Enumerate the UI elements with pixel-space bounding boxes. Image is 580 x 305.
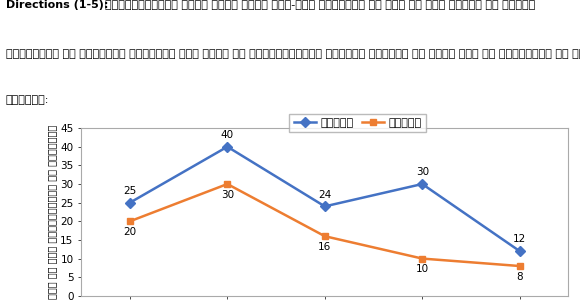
Text: Directions (1-5):: Directions (1-5): [6,0,108,10]
Text: 8: 8 [516,272,523,282]
पुरुष [126,201,133,204]
Text: 10: 10 [416,264,429,274]
महिला [126,220,133,223]
Text: 30: 30 [221,190,234,199]
Line: पुरुष: पुरुष [126,143,523,255]
महिला [224,182,231,186]
पुरुष [321,205,328,208]
Line: महिला: महिला [126,181,523,270]
महिला [321,234,328,238]
पुरुष [419,182,426,186]
Text: 12: 12 [513,235,526,244]
Text: 30: 30 [416,167,429,177]
Y-axis label: नशो के आदी व्यक्तियों का प्रतिशत: नशो के आदी व्यक्तियों का प्रतिशत [48,125,57,299]
Text: दीजिये:: दीजिये: [6,95,49,105]
Text: निम्निलिखित रेखा आरेख पांच अलग-अलग राज्यों के नशे के आदी पुरुष और महिला: निम्निलिखित रेखा आरेख पांच अलग-अलग राज्य… [106,0,535,10]
महिला [419,257,426,260]
Text: 25: 25 [124,186,136,196]
Legend: पुरुष, महिला: पुरुष, महिला [289,113,426,132]
Text: जनसंख्या का प्रतिशत दर्शाता है। आरेख का ध्यानपूर्वक अध्ययन कीजिये और नीचे दिए गए: जनसंख्या का प्रतिशत दर्शाता है। आरेख का … [6,49,580,59]
पुरुष [516,249,523,253]
पुरुष [224,145,231,149]
महिला [516,264,523,268]
Text: 20: 20 [124,227,136,237]
Text: 16: 16 [318,242,331,252]
Text: 24: 24 [318,190,331,200]
Text: 40: 40 [221,130,234,140]
